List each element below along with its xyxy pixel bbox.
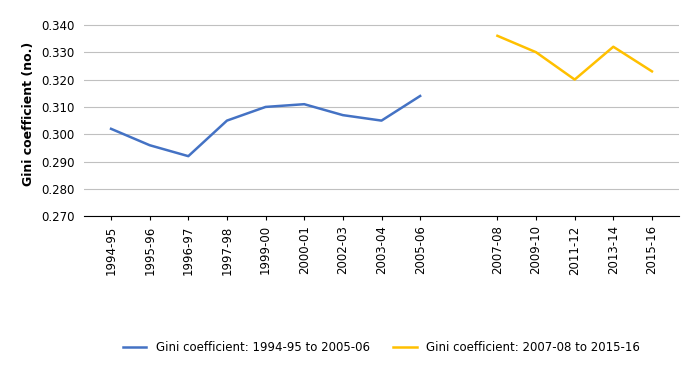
Line: Gini coefficient: 1994-95 to 2005-06: Gini coefficient: 1994-95 to 2005-06 xyxy=(111,96,420,156)
Gini coefficient: 1994-95 to 2005-06: (2, 0.292): 1994-95 to 2005-06: (2, 0.292) xyxy=(184,154,192,159)
Gini coefficient: 2007-08 to 2015-16: (10, 0.336): 2007-08 to 2015-16: (10, 0.336) xyxy=(494,34,502,38)
Gini coefficient: 2007-08 to 2015-16: (11, 0.33): 2007-08 to 2015-16: (11, 0.33) xyxy=(532,50,540,54)
Gini coefficient: 1994-95 to 2005-06: (1, 0.296): 1994-95 to 2005-06: (1, 0.296) xyxy=(146,143,154,147)
Gini coefficient: 2007-08 to 2015-16: (13, 0.332): 2007-08 to 2015-16: (13, 0.332) xyxy=(609,44,617,49)
Gini coefficient: 1994-95 to 2005-06: (7, 0.305): 1994-95 to 2005-06: (7, 0.305) xyxy=(377,118,386,123)
Line: Gini coefficient: 2007-08 to 2015-16: Gini coefficient: 2007-08 to 2015-16 xyxy=(498,36,652,79)
Y-axis label: Gini coefficient (no.): Gini coefficient (no.) xyxy=(22,42,35,186)
Legend: Gini coefficient: 1994-95 to 2005-06, Gini coefficient: 2007-08 to 2015-16: Gini coefficient: 1994-95 to 2005-06, Gi… xyxy=(122,341,640,354)
Gini coefficient: 1994-95 to 2005-06: (0, 0.302): 1994-95 to 2005-06: (0, 0.302) xyxy=(107,126,116,131)
Gini coefficient: 1994-95 to 2005-06: (4, 0.31): 1994-95 to 2005-06: (4, 0.31) xyxy=(261,105,270,109)
Gini coefficient: 1994-95 to 2005-06: (6, 0.307): 1994-95 to 2005-06: (6, 0.307) xyxy=(339,113,347,117)
Gini coefficient: 1994-95 to 2005-06: (3, 0.305): 1994-95 to 2005-06: (3, 0.305) xyxy=(223,118,231,123)
Gini coefficient: 2007-08 to 2015-16: (14, 0.323): 2007-08 to 2015-16: (14, 0.323) xyxy=(648,69,656,73)
Gini coefficient: 1994-95 to 2005-06: (5, 0.311): 1994-95 to 2005-06: (5, 0.311) xyxy=(300,102,309,106)
Gini coefficient: 1994-95 to 2005-06: (8, 0.314): 1994-95 to 2005-06: (8, 0.314) xyxy=(416,94,424,98)
Gini coefficient: 2007-08 to 2015-16: (12, 0.32): 2007-08 to 2015-16: (12, 0.32) xyxy=(570,77,579,82)
